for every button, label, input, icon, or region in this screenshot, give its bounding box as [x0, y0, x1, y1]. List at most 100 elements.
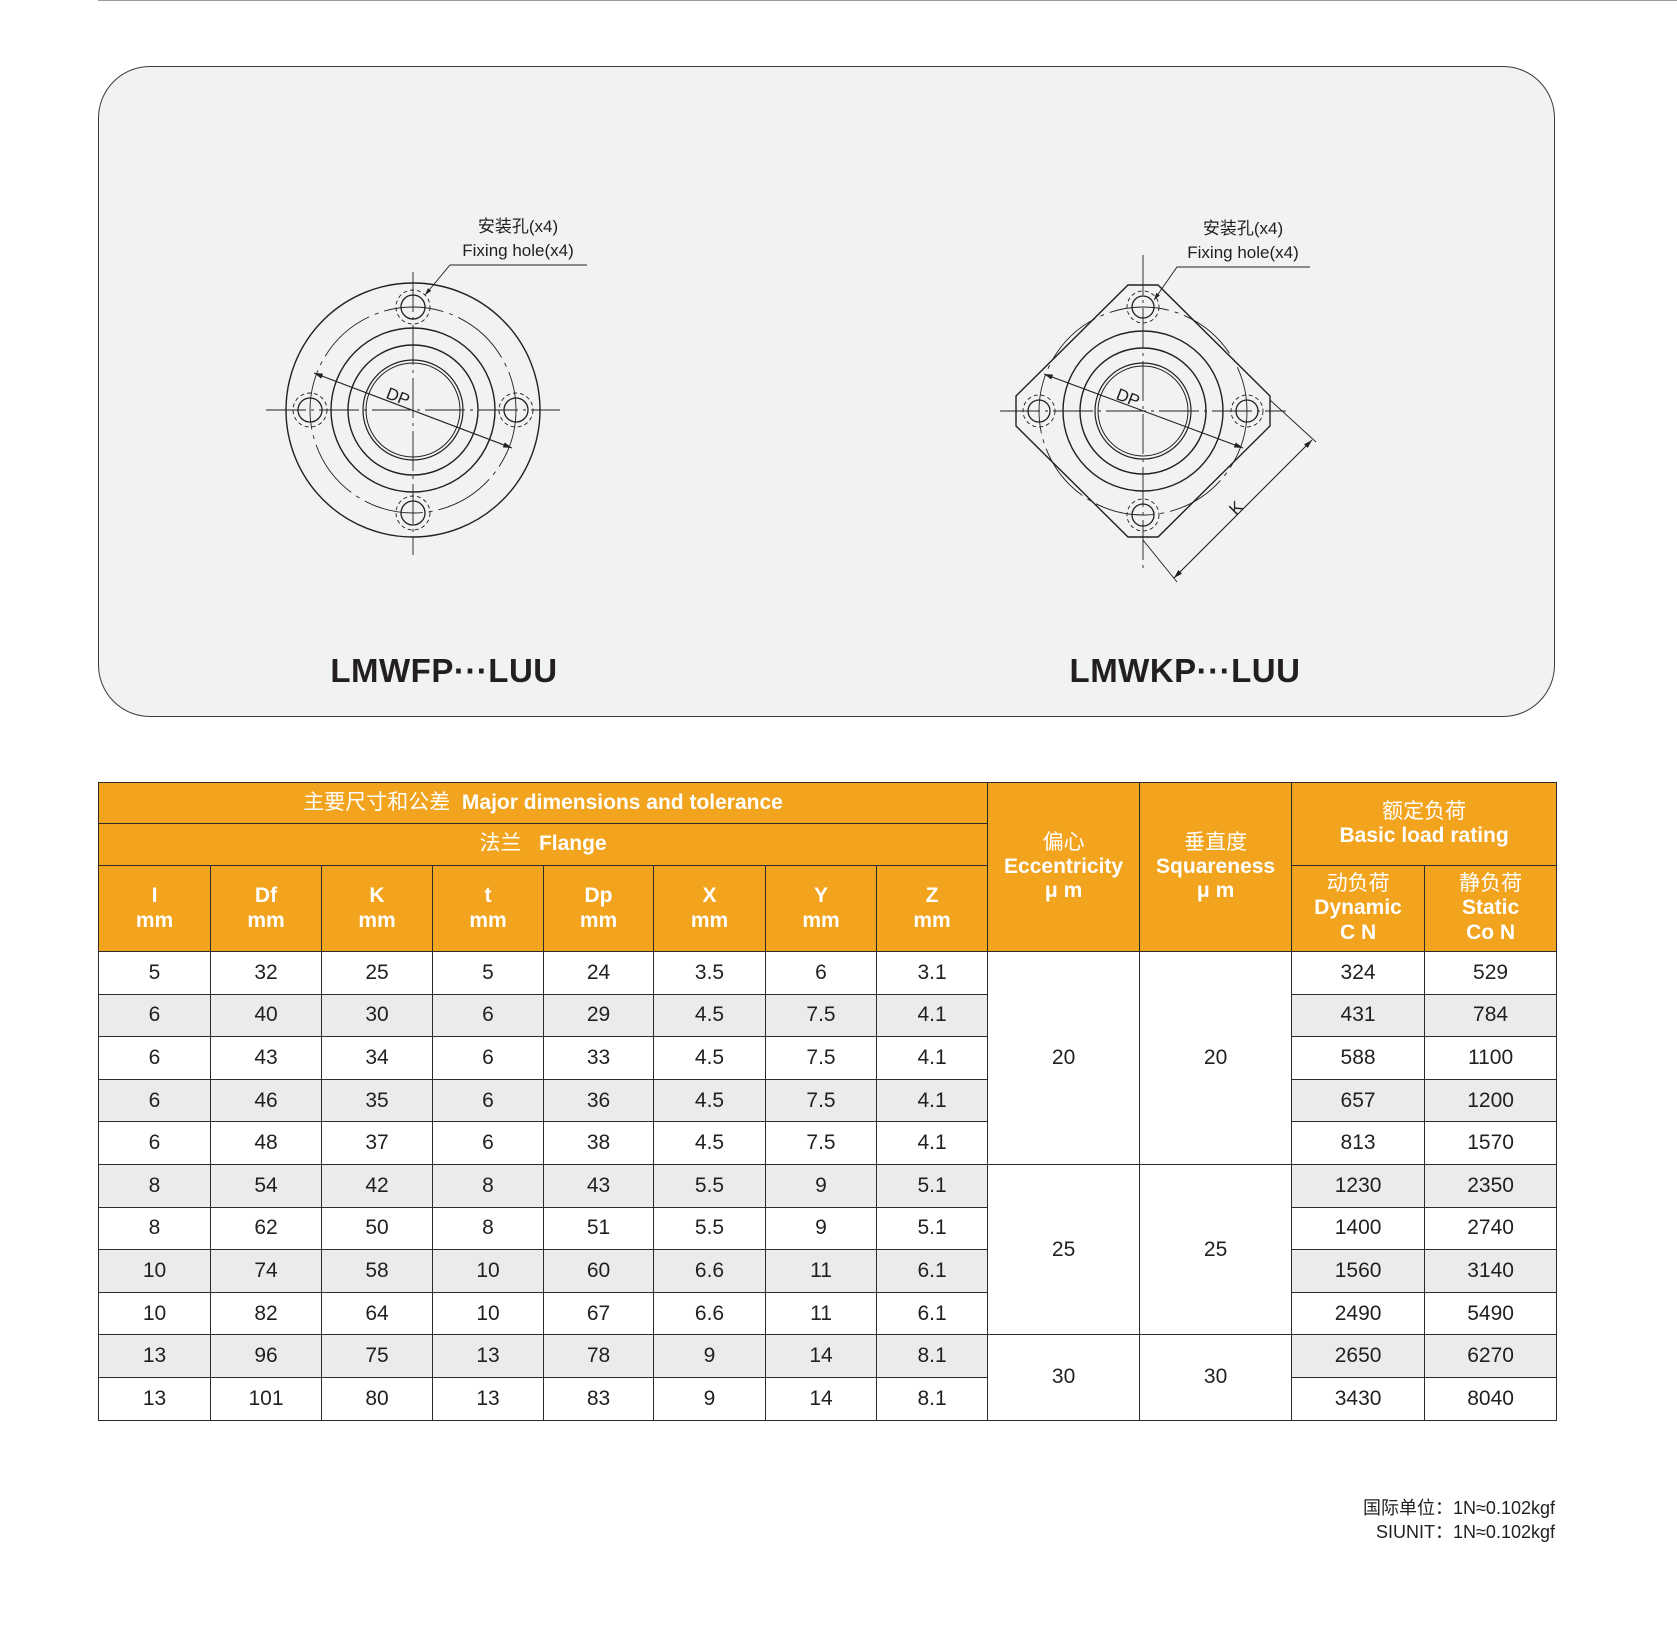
cell-dynamic-load: 1230: [1291, 1163, 1426, 1208]
cell-y: 7.5: [765, 1121, 877, 1165]
fixing-hole-label-cn: 安装孔(x4): [478, 217, 558, 236]
cell-dynamic-load: 657: [1291, 1078, 1426, 1123]
cell-k: 30: [321, 993, 433, 1038]
cell-k: 75: [321, 1334, 433, 1378]
cell-t: 10: [432, 1291, 544, 1336]
cell-x: 4.5: [653, 1078, 766, 1123]
fixing-hole-label-en: Fixing hole(x4): [462, 241, 574, 260]
cell-i: 10: [98, 1291, 211, 1336]
technical-drawings: DP 安装孔(x4) Fixing hole(x4) DP K 安装孔(x4) …: [266, 217, 1317, 583]
cell-k: 42: [321, 1163, 433, 1208]
cell-x: 6.6: [653, 1291, 766, 1336]
table-row: 6 43 34 6 33 4.5 7.5 4.1 588 1100: [98, 1036, 1558, 1080]
model-label-lmwkp: LMWKP···LUU: [1069, 652, 1301, 689]
cell-k: 58: [321, 1249, 433, 1293]
footnote-en: SIUNIT：1N≈0.102kgf: [1376, 1522, 1555, 1542]
column-header-dp: Dp mm: [543, 865, 654, 952]
cell-df: 46: [210, 1078, 322, 1123]
cell-eccentricity: 30: [987, 1334, 1141, 1421]
cell-df: 43: [210, 1036, 322, 1080]
cell-dp: 36: [543, 1078, 654, 1123]
cell-df: 62: [210, 1206, 322, 1251]
column-header-t: t mm: [432, 865, 544, 952]
cell-dynamic-load: 813: [1291, 1121, 1426, 1165]
cell-z: 6.1: [875, 1249, 989, 1293]
dp-label: DP: [384, 384, 413, 410]
table-row: 13 101 80 13 83 9 14 8.1 3430 8040: [98, 1376, 1558, 1421]
cell-static-load: 5490: [1424, 1291, 1558, 1336]
cell-k: 64: [321, 1291, 433, 1336]
column-header-df: Df mm: [210, 865, 322, 952]
table-row: 6 48 37 6 38 4.5 7.5 4.1 813 1570: [98, 1121, 1558, 1165]
cell-z: 4.1: [875, 1078, 989, 1123]
static-load-header: 静负荷 Static Co N: [1424, 865, 1558, 952]
cell-static-load: 2350: [1424, 1163, 1558, 1208]
specification-table: 主要尺寸和公差 Major dimensions and tolerance 偏…: [97, 782, 1558, 1421]
cell-x: 9: [653, 1376, 766, 1421]
cell-t: 13: [432, 1376, 544, 1421]
cell-y: 6: [765, 951, 877, 995]
cell-dynamic-load: 2650: [1291, 1334, 1426, 1378]
cell-i: 10: [98, 1249, 211, 1293]
cell-static-load: 1200: [1424, 1078, 1558, 1123]
cell-x: 3.5: [653, 951, 766, 995]
cell-k: 80: [321, 1376, 433, 1421]
cell-dp: 67: [543, 1291, 654, 1336]
fixing-hole-label-en: Fixing hole(x4): [1187, 243, 1299, 262]
cell-y: 7.5: [765, 993, 877, 1038]
square-flange-drawing: [1000, 255, 1317, 583]
cell-y: 9: [765, 1206, 877, 1251]
cell-k: 37: [321, 1121, 433, 1165]
cell-static-load: 8040: [1424, 1376, 1558, 1421]
table-row: 10 82 64 10 67 6.6 11 6.1 2490 5490: [98, 1291, 1558, 1336]
cell-dynamic-load: 3430: [1291, 1376, 1426, 1421]
model-label-lmwfp: LMWFP···LUU: [330, 652, 558, 689]
cell-df: 40: [210, 993, 322, 1038]
cell-x: 5.5: [653, 1163, 766, 1208]
cell-t: 5: [432, 951, 544, 995]
cell-eccentricity: 25: [987, 1163, 1141, 1336]
cell-z: 4.1: [875, 993, 989, 1038]
table-row: 8 62 50 8 51 5.5 9 5.1 1400 2740: [98, 1206, 1558, 1251]
top-rule: [98, 0, 1677, 1]
cell-static-load: 2740: [1424, 1206, 1558, 1251]
cell-static-load: 529: [1424, 951, 1558, 995]
eccentricity-header: 偏心 Eccentricity μ m: [987, 782, 1141, 952]
cell-i: 6: [98, 993, 211, 1038]
cell-x: 4.5: [653, 1121, 766, 1165]
cell-squareness: 25: [1139, 1163, 1293, 1336]
table-row: 6 46 35 6 36 4.5 7.5 4.1 657 1200: [98, 1078, 1558, 1123]
cell-z: 4.1: [875, 1036, 989, 1080]
cell-i: 13: [98, 1334, 211, 1378]
dp-label: DP: [1114, 385, 1143, 411]
cell-i: 6: [98, 1036, 211, 1080]
cell-z: 5.1: [875, 1206, 989, 1251]
table-row: 6 40 30 6 29 4.5 7.5 4.1 431 784: [98, 993, 1558, 1038]
cell-k: 50: [321, 1206, 433, 1251]
squareness-header: 垂直度 Squareness μ m: [1139, 782, 1293, 952]
cell-df: 32: [210, 951, 322, 995]
cell-df: 82: [210, 1291, 322, 1336]
cell-squareness: 30: [1139, 1334, 1293, 1421]
cell-t: 6: [432, 993, 544, 1038]
cell-dynamic-load: 324: [1291, 951, 1426, 995]
cell-eccentricity: 20: [987, 951, 1141, 1165]
cell-x: 4.5: [653, 993, 766, 1038]
cell-x: 5.5: [653, 1206, 766, 1251]
cell-static-load: 6270: [1424, 1334, 1558, 1378]
table-row: 13 96 75 13 78 9 14 8.1 30 30 2650 6270: [98, 1334, 1558, 1421]
cell-df: 54: [210, 1163, 322, 1208]
cell-y: 14: [765, 1334, 877, 1378]
cell-dp: 51: [543, 1206, 654, 1251]
cell-dp: 83: [543, 1376, 654, 1421]
cell-t: 6: [432, 1078, 544, 1123]
cell-dp: 43: [543, 1163, 654, 1208]
cell-squareness: 20: [1139, 951, 1293, 1165]
cell-dynamic-load: 431: [1291, 993, 1426, 1038]
cell-k: 25: [321, 951, 433, 995]
cell-i: 5: [98, 951, 211, 995]
flange-header: 法兰 Flange: [97, 823, 989, 866]
